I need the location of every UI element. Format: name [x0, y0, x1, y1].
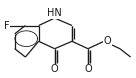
Text: HN: HN	[47, 8, 62, 18]
Text: O: O	[51, 65, 58, 74]
Text: F: F	[4, 21, 9, 30]
Text: O: O	[104, 36, 112, 46]
Text: O: O	[84, 65, 92, 74]
